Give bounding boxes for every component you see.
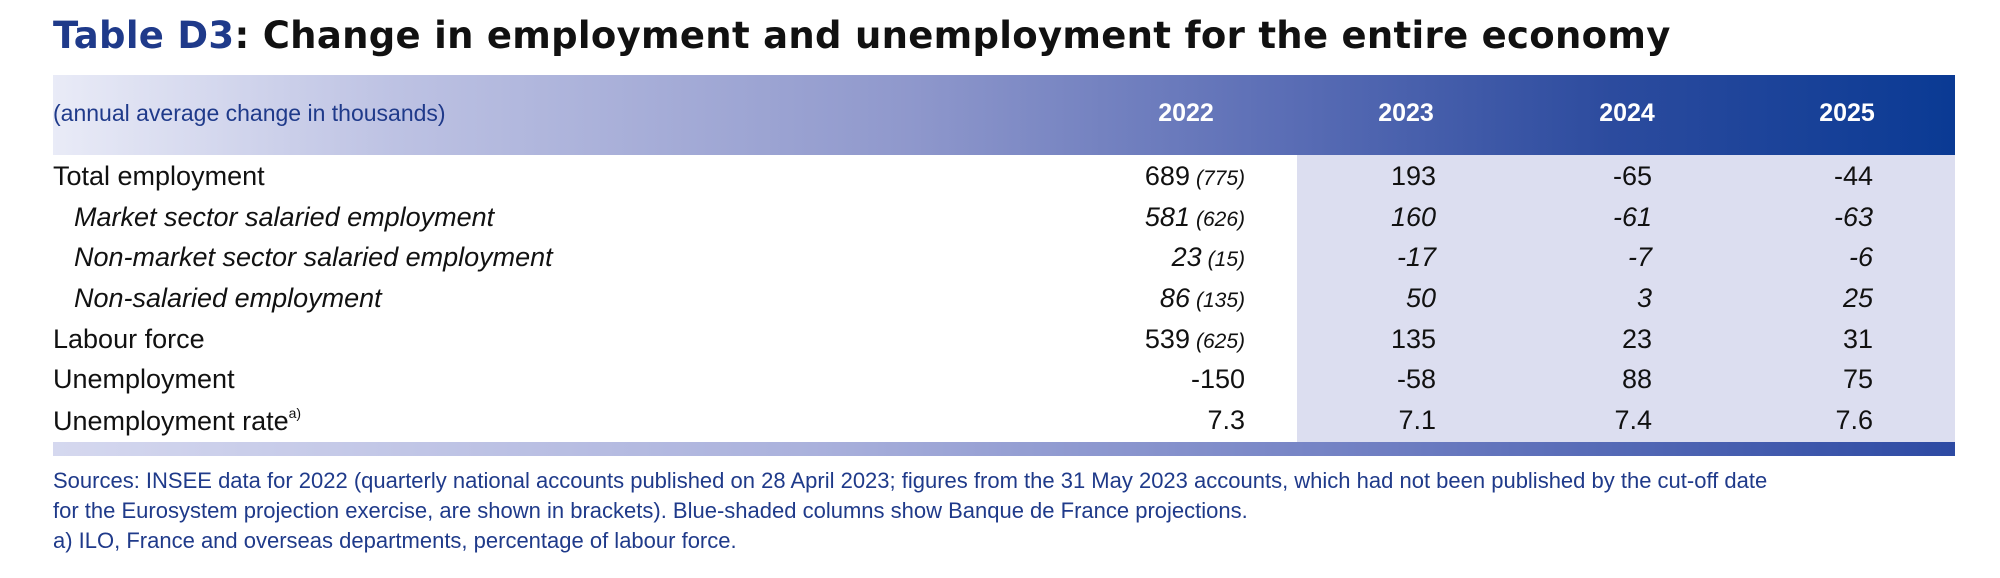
cell-unemployment-2025: 75 [1842, 364, 1873, 394]
label-text: Unemployment rate [53, 406, 289, 436]
bracket-value: (625) [1195, 330, 1245, 353]
bracket-value: (15) [1207, 248, 1245, 271]
cell-non-market-sector-2024: -7 [1627, 242, 1652, 272]
row-label-total-employment: Total employment [53, 161, 265, 191]
footnote-sources-line-1: Sources: INSEE data for 2022 (quarterly … [53, 468, 1768, 493]
cell-unemployment-rate-2022: 7.3 [1207, 405, 1245, 435]
cell-market-sector-2024: -61 [1612, 202, 1652, 232]
column-header-2023: 2023 [1378, 99, 1434, 127]
table-id: Table D3 [53, 14, 235, 57]
footnote-sources-line-2: for the Eurosystem projection exercise, … [53, 498, 1248, 523]
cell-non-salaried-2023: 50 [1405, 283, 1436, 313]
row-label-non-market-sector: Non-market sector salaried employment [74, 242, 553, 272]
cell-total-employment-2022: 689 (775) [1145, 161, 1245, 192]
row-label-market-sector: Market sector salaried employment [74, 202, 495, 232]
row-label-labour-force: Labour force [53, 324, 205, 354]
cell-unemployment-rate-2024: 7.4 [1614, 405, 1652, 435]
cell-non-salaried-2022: 86 (135) [1160, 283, 1245, 314]
bracket-value: (626) [1195, 208, 1245, 231]
cell-labour-force-2024: 23 [1621, 324, 1652, 354]
cell-market-sector-2023: 160 [1390, 202, 1436, 232]
table-title: Table D3: Change in employment and unemp… [53, 14, 1671, 57]
row-label-unemployment: Unemployment [53, 364, 235, 394]
cell-labour-force-2022: 539 (625) [1145, 324, 1245, 355]
value: 689 [1144, 161, 1190, 191]
cell-unemployment-2022: -150 [1190, 364, 1245, 394]
table-bottom-band [53, 442, 1955, 456]
value: 581 [1144, 202, 1190, 232]
footnote-marker: a) [288, 405, 302, 421]
row-label-non-salaried: Non-salaried employment [74, 283, 382, 313]
column-header-2024: 2024 [1599, 99, 1655, 127]
table-header-band [53, 75, 1955, 155]
column-header-2022: 2022 [1158, 99, 1214, 127]
cell-unemployment-rate-2023: 7.1 [1398, 405, 1436, 435]
column-header-2025: 2025 [1819, 99, 1875, 127]
cell-non-market-sector-2022: 23 (15) [1172, 242, 1245, 273]
value: 23 [1171, 242, 1202, 272]
bracket-value: (135) [1195, 289, 1245, 312]
cell-total-employment-2025: -44 [1833, 161, 1873, 191]
cell-non-market-sector-2023: -17 [1396, 242, 1436, 272]
footnote-a: a) ILO, France and overseas departments,… [53, 528, 737, 553]
cell-market-sector-2022: 581 (626) [1145, 202, 1245, 233]
table-title-text: : Change in employment and unemployment … [234, 14, 1671, 57]
projection-columns-shading [1297, 155, 1955, 442]
cell-unemployment-rate-2025: 7.6 [1835, 405, 1873, 435]
row-label-unemployment-rate: Unemployment ratea) [53, 405, 301, 437]
cell-market-sector-2025: -63 [1833, 202, 1873, 232]
cell-labour-force-2025: 31 [1842, 324, 1873, 354]
cell-non-market-sector-2025: -6 [1848, 242, 1873, 272]
cell-labour-force-2023: 135 [1390, 324, 1436, 354]
cell-total-employment-2024: -65 [1612, 161, 1652, 191]
value: 86 [1159, 283, 1190, 313]
bracket-value: (775) [1195, 167, 1245, 190]
cell-non-salaried-2024: 3 [1636, 283, 1652, 313]
cell-unemployment-2024: 88 [1621, 364, 1652, 394]
value: 539 [1144, 324, 1190, 354]
units-label: (annual average change in thousands) [53, 100, 446, 126]
cell-total-employment-2023: 193 [1390, 161, 1436, 191]
cell-unemployment-2023: -58 [1396, 364, 1436, 394]
cell-non-salaried-2025: 25 [1842, 283, 1873, 313]
